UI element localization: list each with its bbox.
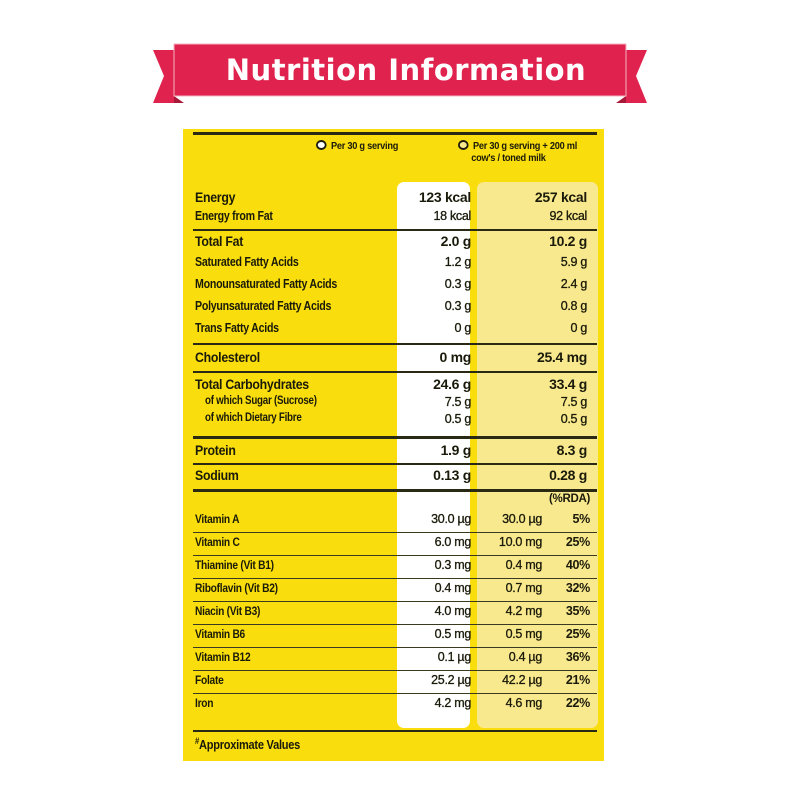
row-protein: Protein 1.9 g 8.3 g [195, 442, 587, 458]
row-folate: Folate 25.2 µg 42.2 µg 21% [195, 673, 590, 687]
divider [193, 647, 597, 648]
row-dietary-fibre: of which Dietary Fibre 0.5 g 0.5 g [205, 412, 587, 426]
divider [193, 578, 597, 579]
legend-col2: Per 30 g serving + 200 ml cow's / toned … [458, 140, 577, 164]
pale-circle-icon [458, 140, 469, 150]
row-polyunsaturated: Polyunsaturated Fatty Acids 0.3 g 0.8 g [195, 299, 587, 313]
row-niacin: Niacin (Vit B3) 4.0 mg 4.2 mg 35% [195, 604, 590, 618]
legend-col1: Per 30 g serving [316, 140, 398, 152]
bottom-rule [193, 730, 597, 732]
row-vitamin-b6: Vitamin B6 0.5 mg 0.5 mg 25% [195, 627, 590, 641]
row-thiamine: Thiamine (Vit B1) 0.3 mg 0.4 mg 40% [195, 558, 590, 572]
divider [193, 436, 597, 439]
rda-header: (%RDA) [549, 493, 590, 505]
nutrition-table: Per 30 g serving Per 30 g serving + 200 … [183, 129, 604, 761]
row-total-carbohydrates: Total Carbohydrates 24.6 g 33.4 g [195, 376, 587, 392]
row-sugar: of which Sugar (Sucrose) 7.5 g 7.5 g [205, 395, 587, 409]
row-total-fat: Total Fat 2.0 g 10.2 g [195, 233, 587, 249]
divider [193, 463, 597, 465]
divider [193, 601, 597, 602]
row-energy: Energy 123 kcal 257 kcal [195, 189, 587, 205]
divider [193, 624, 597, 625]
white-circle-icon [316, 140, 327, 150]
row-sodium: Sodium 0.13 g 0.28 g [195, 467, 587, 483]
row-monounsaturated: Monounsaturated Fatty Acids 0.3 g 2.4 g [195, 277, 587, 291]
column-per-serving [397, 182, 470, 728]
divider [193, 229, 597, 231]
row-trans-fat: Trans Fatty Acids 0 g 0 g [195, 321, 587, 335]
page-title: Nutrition Information [225, 53, 587, 87]
top-rule [193, 132, 597, 135]
divider [193, 555, 597, 556]
divider [193, 489, 597, 492]
row-cholesterol: Cholesterol 0 mg 25.4 mg [195, 349, 587, 365]
title-banner: Nutrition Information [0, 0, 800, 120]
divider [193, 343, 597, 345]
row-vitamin-c: Vitamin C 6.0 mg 10.0 mg 25% [195, 535, 590, 549]
divider [193, 532, 597, 533]
divider [193, 371, 597, 373]
divider [193, 693, 597, 694]
column-with-milk [477, 182, 598, 728]
row-vitamin-b12: Vitamin B12 0.1 µg 0.4 µg 36% [195, 650, 590, 664]
row-riboflavin: Riboflavin (Vit B2) 0.4 mg 0.7 mg 32% [195, 581, 590, 595]
footnote: #Approximate Values [195, 736, 301, 752]
row-saturated: Saturated Fatty Acids 1.2 g 5.9 g [195, 255, 587, 269]
ribbon-shape [153, 43, 647, 103]
row-iron: Iron 4.2 mg 4.6 mg 22% [195, 696, 590, 710]
row-energy-from-fat: Energy from Fat 18 kcal 92 kcal [195, 209, 587, 223]
divider [193, 670, 597, 671]
row-vitamin-a: Vitamin A 30.0 µg 30.0 µg 5% [195, 512, 590, 526]
